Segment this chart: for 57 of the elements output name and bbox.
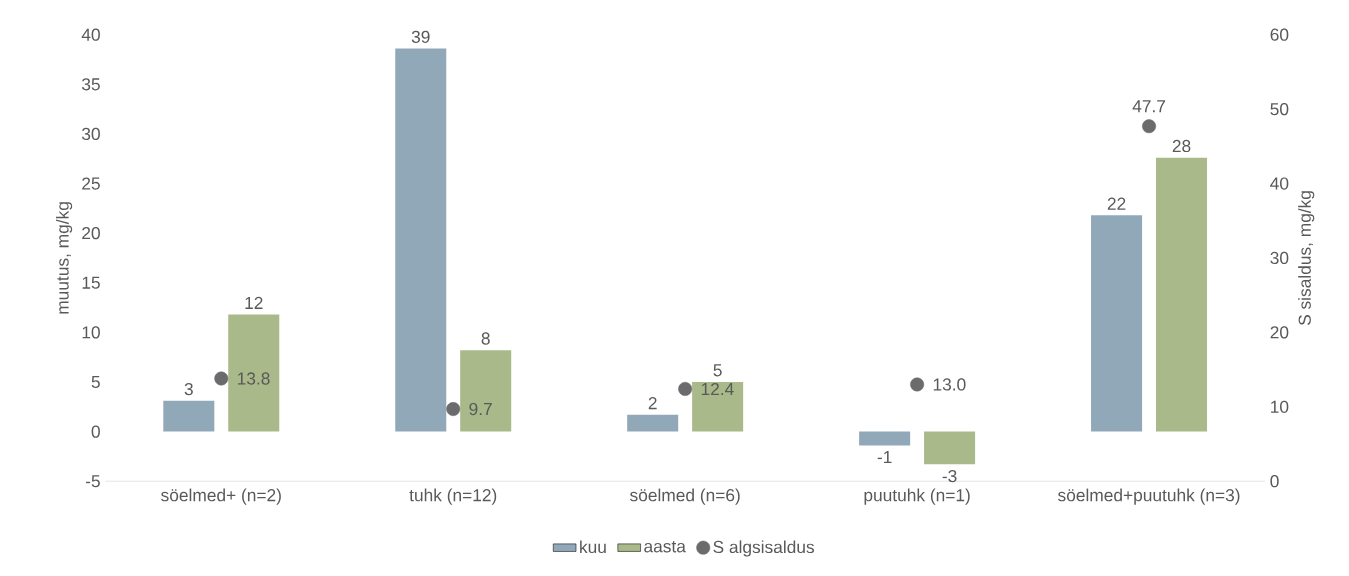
y-tick-label: 20	[82, 227, 100, 240]
bar	[228, 314, 280, 432]
data-label: -3	[942, 470, 957, 483]
point	[1142, 119, 1156, 134]
y-tick-label: 5	[91, 376, 100, 389]
y2-tick-label: 20	[1270, 326, 1289, 339]
bar	[395, 48, 447, 432]
data-label: 39	[411, 30, 430, 44]
data-label: 3	[184, 383, 193, 396]
bar	[924, 431, 976, 465]
data-label: 47.7	[1132, 100, 1166, 113]
y-tick-label: 25	[82, 177, 100, 190]
y-tick-label: 35	[81, 78, 100, 91]
y2-tick-label: 60	[1270, 28, 1289, 41]
y-tick-label: 10	[82, 326, 100, 339]
y2-axis-title: S sisaldus, mg/kg	[1298, 191, 1315, 326]
point	[214, 371, 229, 386]
data-label: 28	[1172, 139, 1191, 153]
data-label: 8	[481, 332, 490, 345]
point	[678, 382, 693, 396]
y2-tick-label: 30	[1270, 251, 1289, 265]
legend-label: S algsisaldus	[713, 540, 815, 557]
data-label: -1	[877, 451, 892, 464]
y2-tick-label: 10	[1271, 400, 1289, 413]
bar	[1156, 157, 1208, 432]
data-label: 13.8	[237, 372, 270, 385]
bar	[1091, 215, 1143, 432]
y-tick-label: 15	[82, 276, 100, 289]
y-tick-label: -5	[85, 475, 100, 488]
point	[910, 377, 925, 392]
data-label: 22	[1107, 197, 1126, 210]
data-label: 12.4	[701, 382, 734, 396]
x-tick-label: söelmed (n=6)	[630, 488, 740, 505]
data-label: 13.0	[933, 378, 966, 391]
y-axis-title: muutus, mg/kg	[56, 202, 73, 314]
bar	[627, 414, 679, 432]
y2-tick-label: 40	[1270, 177, 1289, 190]
y2-tick-label: 0	[1270, 475, 1279, 488]
bar	[859, 431, 911, 446]
legend-label: aasta	[644, 541, 686, 553]
data-label: 12	[245, 296, 263, 309]
legend-label: kuu	[580, 540, 606, 554]
x-tick-label: tuhk (n=12)	[409, 488, 497, 505]
data-label: 2	[648, 397, 657, 410]
y-tick-label: 30	[81, 127, 100, 141]
x-tick-label: söelmed+puutuhk (n=3)	[1058, 488, 1240, 505]
y-tick-label: 0	[91, 425, 100, 438]
bar	[692, 382, 744, 432]
bar	[460, 350, 512, 432]
y-tick-label: 40	[81, 28, 100, 41]
data-label: 5	[713, 364, 722, 377]
x-tick-label: söelmed+ (n=2)	[161, 488, 281, 505]
data-label: 9.7	[469, 402, 492, 416]
bar	[163, 400, 215, 432]
point	[446, 402, 461, 417]
x-tick-label: puutuhk (n=1)	[864, 488, 970, 505]
y2-tick-label: 50	[1270, 103, 1289, 116]
